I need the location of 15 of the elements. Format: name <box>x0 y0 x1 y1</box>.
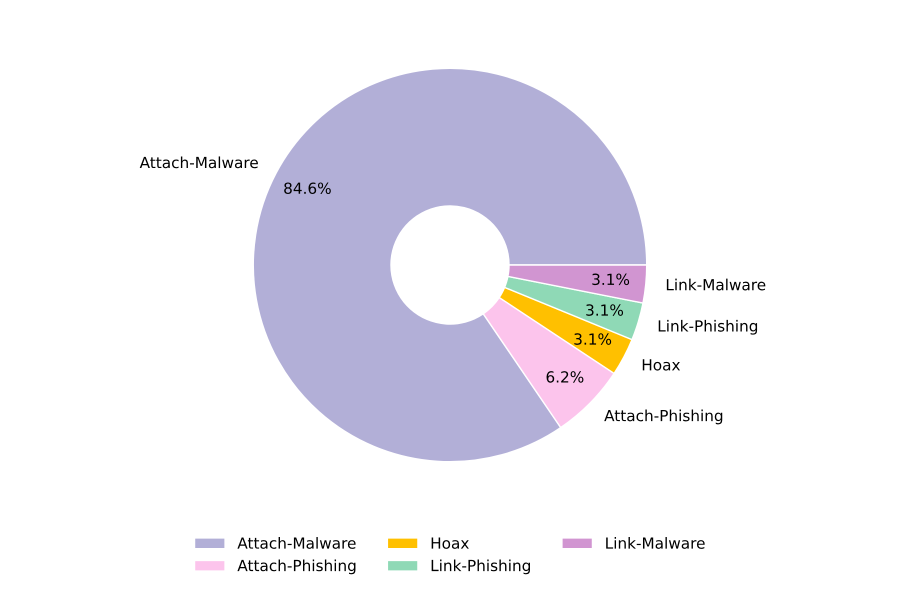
data-label: 3.1% <box>574 333 612 345</box>
data-label: 3.1% <box>592 274 630 286</box>
slice-label: Link-Malware <box>666 278 766 290</box>
legend-label: Attach-Malware <box>237 537 356 549</box>
legend-label: Attach-Phishing <box>237 559 356 574</box>
data-label: 3.1% <box>586 304 624 316</box>
data-label: 6.2% <box>546 371 584 383</box>
slice-label: Attach-Malware <box>140 156 258 168</box>
data-label: 84.6% <box>284 182 331 194</box>
slice-label: Attach-Phishing <box>604 410 722 424</box>
legend-label: Link-Phishing <box>432 559 530 574</box>
legend-label: Link-Malware <box>606 537 705 549</box>
slice-label: Link-Phishing <box>658 320 758 335</box>
slice-label: Hoax <box>642 359 680 371</box>
legend-label: Hoax <box>432 538 469 549</box>
